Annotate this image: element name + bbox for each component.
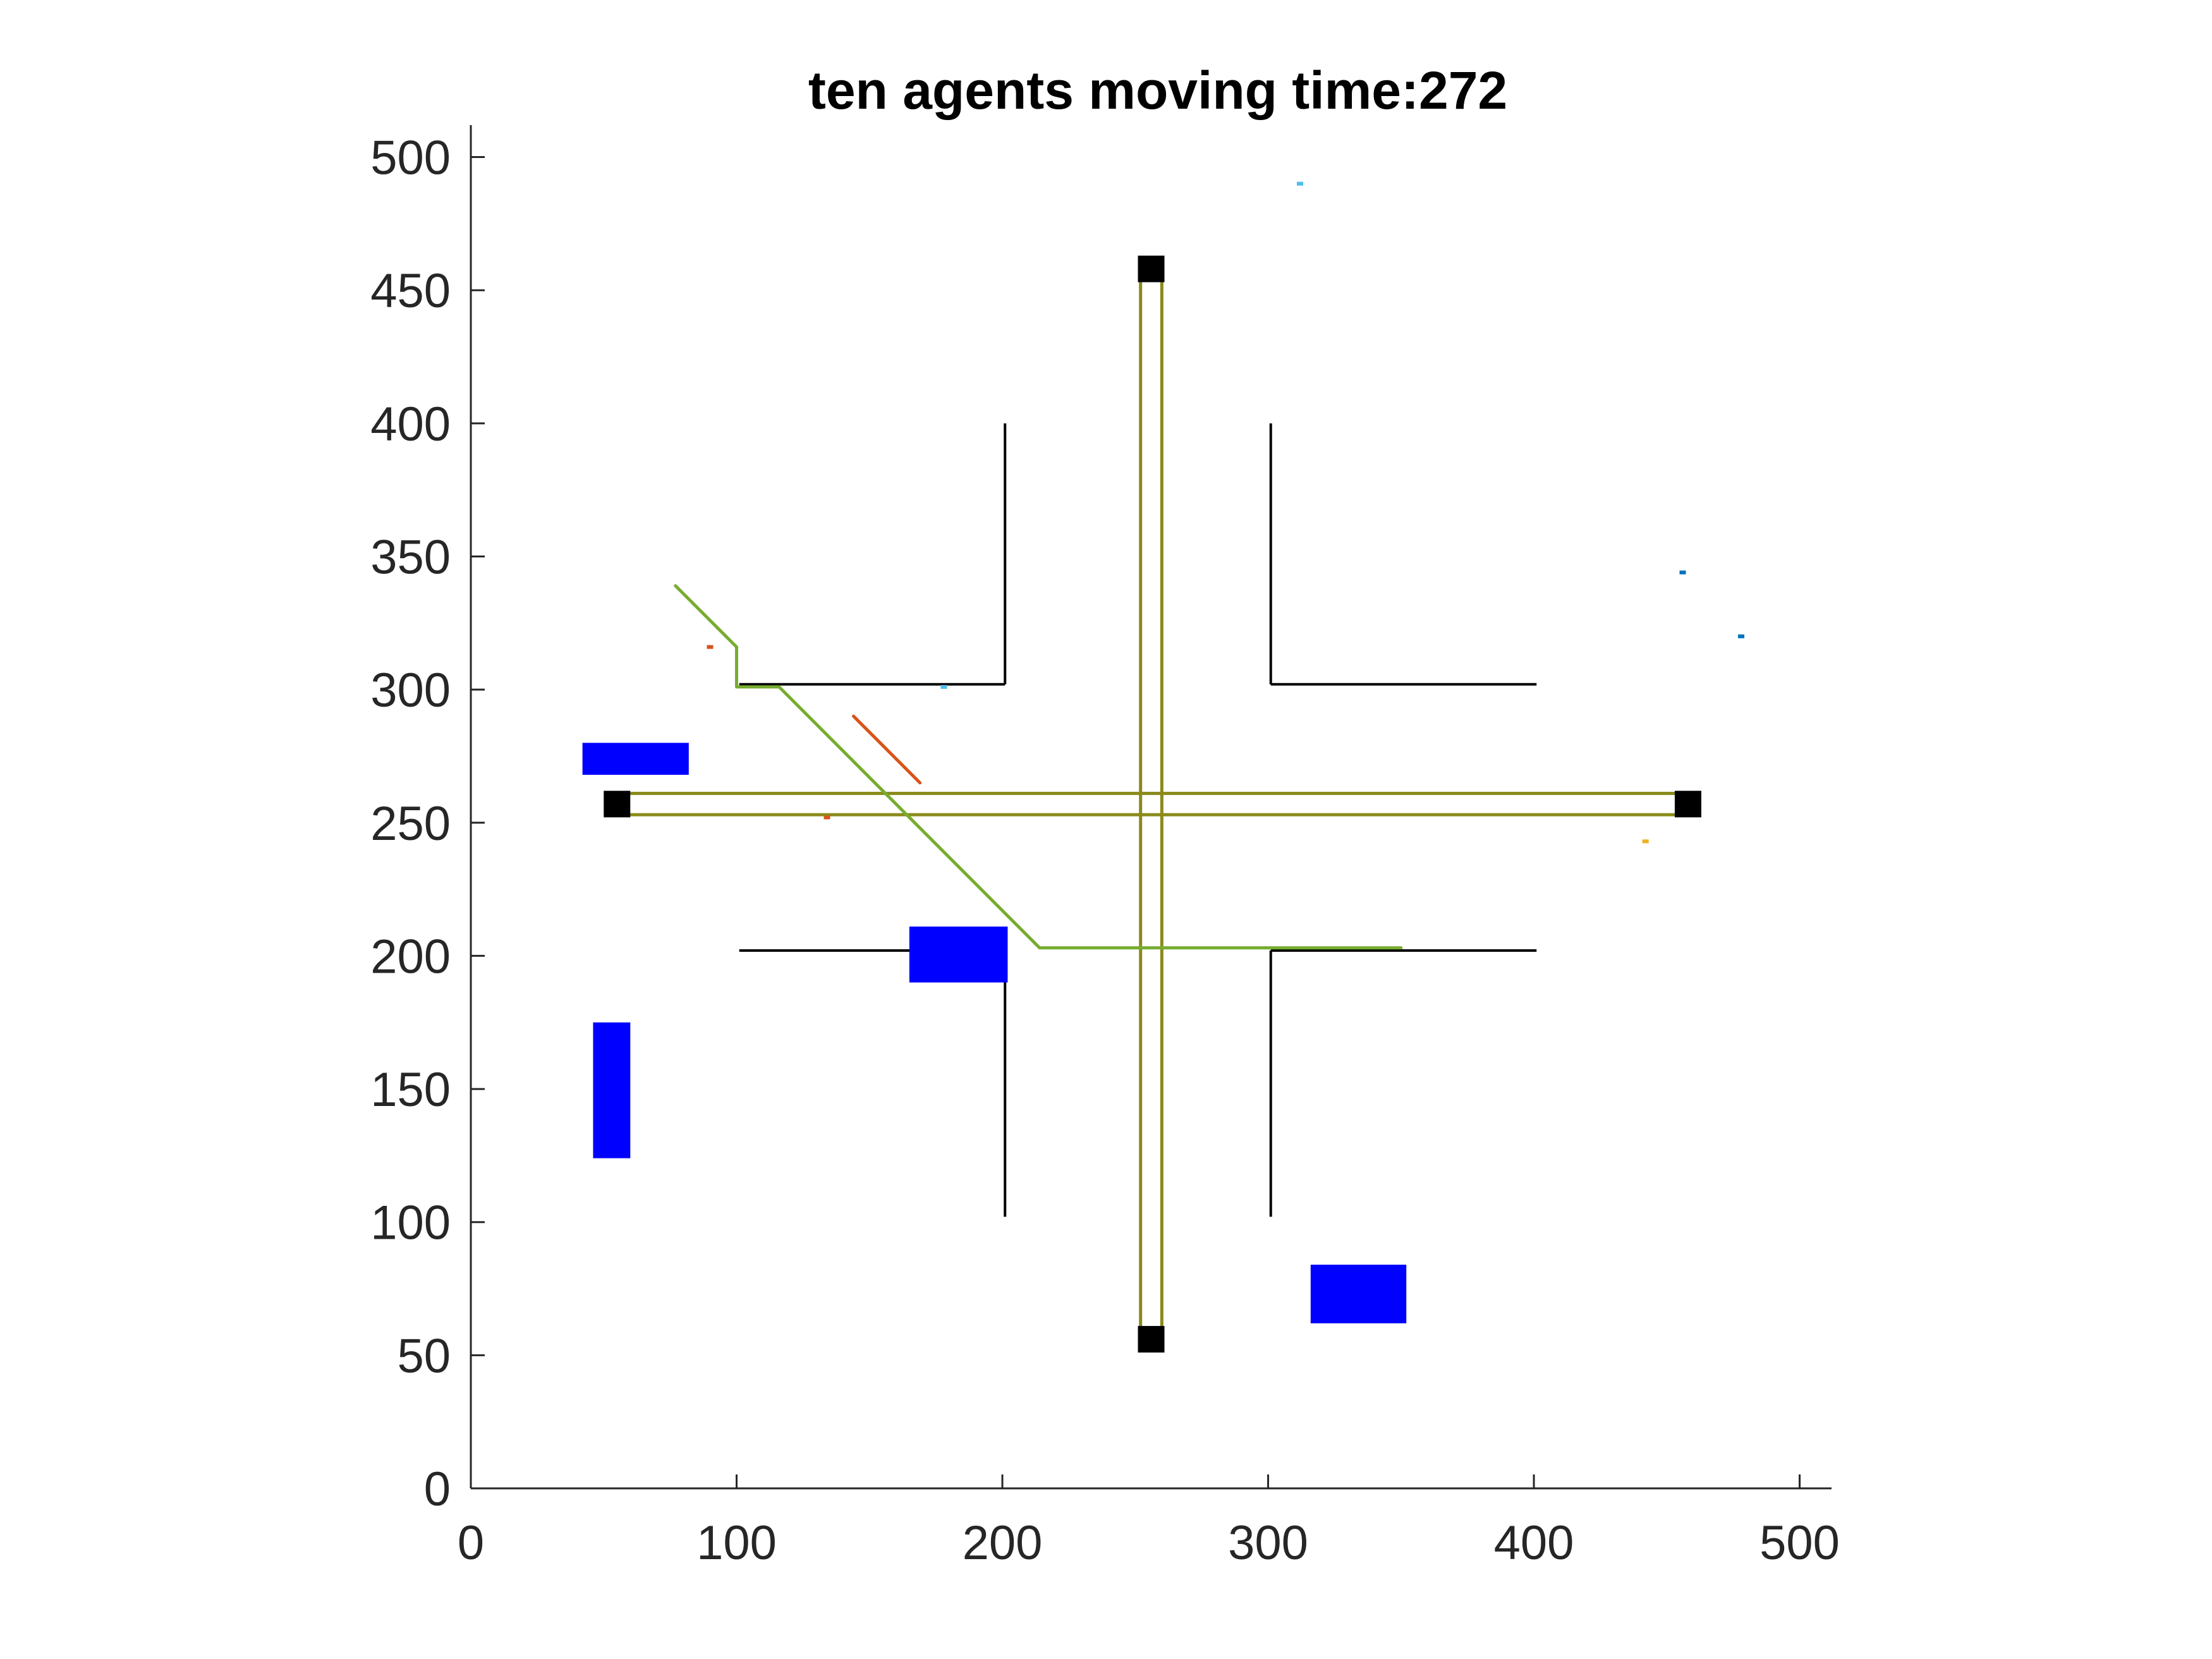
agent-path-4 bbox=[674, 584, 1403, 950]
obstacle-1 bbox=[909, 927, 1008, 983]
x-tick-label-2: 200 bbox=[963, 1516, 1043, 1570]
y-tick-label-8: 400 bbox=[370, 398, 451, 451]
agent-marker-5 bbox=[1738, 634, 1745, 638]
chart-title: ten agents moving time:272 bbox=[808, 61, 1507, 120]
agent-marker-4 bbox=[1679, 570, 1686, 574]
obstacle-0 bbox=[582, 743, 689, 775]
paths-layer bbox=[626, 267, 1682, 1330]
agent-path-5 bbox=[852, 714, 922, 785]
agent-marker-1 bbox=[823, 815, 830, 820]
goal-node-3 bbox=[1674, 791, 1701, 818]
y-tick-label-4: 200 bbox=[370, 930, 451, 983]
agent-marker-2 bbox=[940, 684, 947, 689]
goal-node-0 bbox=[1138, 255, 1165, 283]
obstacle-3 bbox=[1310, 1265, 1407, 1323]
walls-layer bbox=[739, 423, 1537, 1217]
agent-marker-3 bbox=[1296, 181, 1303, 186]
y-tick-label-6: 300 bbox=[370, 664, 451, 717]
x-tick-label-3: 300 bbox=[1228, 1516, 1308, 1570]
x-tick-label-5: 500 bbox=[1759, 1516, 1840, 1570]
y-tick-label-0: 0 bbox=[424, 1462, 451, 1516]
agents-layer bbox=[707, 181, 1745, 844]
y-tick-label-9: 450 bbox=[370, 264, 451, 318]
x-tick-label-0: 0 bbox=[458, 1516, 484, 1570]
obstacle-2 bbox=[593, 1022, 631, 1158]
axes-layer: 0 100 200 300 400 500 0 50 100 150 200 250 300 350 400… bbox=[370, 125, 1840, 1570]
nodes-layer bbox=[604, 255, 1701, 1353]
obstacles-layer bbox=[582, 743, 1407, 1323]
x-tick-label-1: 100 bbox=[696, 1516, 777, 1570]
y-tick-label-10: 500 bbox=[370, 131, 451, 185]
y-tick-label-7: 350 bbox=[370, 530, 451, 584]
y-tick-label-5: 250 bbox=[370, 797, 451, 851]
x-tick-label-4: 400 bbox=[1494, 1516, 1574, 1570]
agent-marker-6 bbox=[1642, 839, 1649, 844]
y-tick-label-2: 100 bbox=[370, 1196, 451, 1250]
y-tick-label-1: 50 bbox=[397, 1329, 451, 1383]
y-tick-label-3: 150 bbox=[370, 1063, 451, 1117]
goal-node-1 bbox=[1138, 1326, 1165, 1353]
agent-marker-0 bbox=[707, 645, 714, 649]
goal-node-2 bbox=[604, 791, 631, 818]
